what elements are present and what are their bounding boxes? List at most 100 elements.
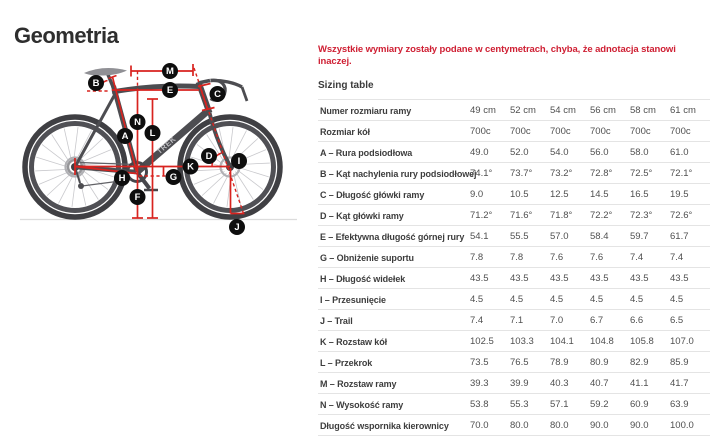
- cell-value: 6.6: [630, 315, 644, 326]
- cell-value: 58.4: [590, 231, 609, 242]
- cell-value: 102.5: [470, 336, 494, 347]
- sizing-table-title: Sizing table: [318, 80, 374, 91]
- cell-value: 72.2°: [590, 210, 613, 221]
- cell-value: 43.5: [470, 273, 489, 284]
- cell-value: 39.3: [470, 378, 489, 389]
- table-row: K – Rozstaw kół 102.5 103.3 104.1 104.8 105.8…: [318, 330, 710, 352]
- cell-value: 49 cm: [470, 105, 496, 116]
- cell-value: 76.5: [510, 357, 529, 368]
- svg-text:E: E: [167, 85, 173, 96]
- cell-value: 43.5: [510, 273, 529, 284]
- cell-value: 58 cm: [630, 105, 656, 116]
- cell-value: 700c: [550, 126, 571, 137]
- cell-value: 7.1: [510, 315, 524, 326]
- cell-value: 73.2°: [550, 168, 573, 179]
- diagram-label-K: K: [182, 158, 199, 175]
- row-label: D – Kąt główki ramy: [320, 210, 404, 221]
- row-label: B – Kąt nachylenia rury podsiodłowej: [320, 168, 477, 179]
- cell-value: 73.5: [470, 357, 489, 368]
- cell-value: 43.5: [630, 273, 649, 284]
- cell-value: 700c: [630, 126, 651, 137]
- cell-value: 60.9: [630, 399, 649, 410]
- cell-value: 4.5: [670, 294, 684, 305]
- measure-A-line: [111, 76, 138, 172]
- cell-value: 39.9: [510, 378, 529, 389]
- units-note: Wszystkie wymiary zostały podane w centy…: [318, 44, 676, 67]
- cell-value: 700c: [470, 126, 491, 137]
- svg-text:D: D: [206, 151, 213, 162]
- cell-value: 6.7: [590, 315, 604, 326]
- chain-top: [79, 161, 137, 166]
- cell-value: 19.5: [670, 189, 689, 200]
- cell-value: 7.6: [550, 252, 564, 263]
- row-label: J – Trail: [320, 315, 353, 326]
- top-tube: [111, 83, 200, 95]
- cell-value: 52 cm: [510, 105, 536, 116]
- cell-value: 4.5: [510, 294, 524, 305]
- geometry-diagram: TREK: [0, 52, 300, 242]
- diagram-label-L: L: [144, 125, 161, 141]
- cell-value: 72.8°: [590, 168, 613, 179]
- diagram-label-E: E: [162, 82, 178, 98]
- cell-value: 63.9: [670, 399, 689, 410]
- cell-value: 74.1°: [470, 168, 493, 179]
- cell-value: 43.5: [550, 273, 569, 284]
- row-label: M – Rozstaw ramy: [320, 378, 397, 389]
- cell-value: 59.7: [630, 231, 649, 242]
- cell-value: 41.7: [670, 378, 689, 389]
- handlebar-hood: [210, 78, 243, 89]
- row-label: K – Rozstaw kół: [320, 336, 388, 347]
- cell-value: 61 cm: [670, 105, 696, 116]
- row-label: E – Efektywna długość górnej rury: [320, 231, 465, 242]
- cell-value: 105.8: [630, 336, 654, 347]
- cell-value: 104.1: [550, 336, 574, 347]
- saddle: [84, 68, 127, 76]
- table-row: I – Przesunięcie 4.5 4.5 4.5 4.5 4.5 4.5: [318, 288, 710, 310]
- cell-value: 103.3: [510, 336, 534, 347]
- diagram-letter-labels: B ME C NA L D I K H G F J: [88, 63, 247, 235]
- cell-value: 57.1: [550, 399, 569, 410]
- cell-value: 53.8: [470, 399, 489, 410]
- cell-value: 80.9: [590, 357, 609, 368]
- cell-value: 72.5°: [630, 168, 653, 179]
- cell-value: 52.0: [510, 147, 529, 158]
- seatstay: [73, 94, 116, 168]
- cell-value: 7.0: [550, 315, 564, 326]
- svg-text:N: N: [134, 117, 141, 128]
- table-row: L – Przekrok 73.5 76.5 78.9 80.9 82.9 85.9: [318, 351, 710, 373]
- diagram-label-F: F: [129, 189, 146, 205]
- cell-value: 73.7°: [510, 168, 533, 179]
- stem: [197, 78, 211, 85]
- cell-value: 59.2: [590, 399, 609, 410]
- cell-value: 700c: [590, 126, 611, 137]
- cell-value: 43.5: [590, 273, 609, 284]
- diagram-label-M: M: [162, 63, 178, 79]
- down-tube: [134, 109, 209, 175]
- table-row: N – Wysokość ramy 53.8 55.3 57.1 59.2 60.9 63.…: [318, 393, 710, 415]
- svg-text:A: A: [122, 131, 129, 142]
- cell-value: 61.7: [670, 231, 689, 242]
- cell-value: 57.0: [550, 231, 569, 242]
- cell-value: 71.6°: [510, 210, 533, 221]
- cell-value: 4.5: [550, 294, 564, 305]
- cell-value: 100.0: [670, 420, 694, 431]
- cell-value: 85.9: [670, 357, 689, 368]
- row-label: A – Rura podsiodłowa: [320, 147, 413, 158]
- sizing-table: Numer rozmiaru ramy 49 cm 52 cm 54 cm 56 cm 5…: [318, 99, 710, 436]
- svg-text:I: I: [238, 156, 241, 167]
- derailleur-pulley: [78, 183, 84, 189]
- rear-wheel: [22, 114, 128, 220]
- svg-text:K: K: [187, 162, 194, 173]
- table-row: Długość wspornika kierownicy 70.0 80.0 80.0…: [318, 414, 710, 436]
- svg-text:H: H: [119, 173, 126, 184]
- crank-arm: [135, 170, 152, 190]
- cell-value: 78.9: [550, 357, 569, 368]
- cell-value: 700c: [510, 126, 531, 137]
- sizing-panel: Wszystkie wymiary zostały podane w centy…: [318, 44, 710, 436]
- cell-value: 4.5: [590, 294, 604, 305]
- row-label: C – Długość główki ramy: [320, 189, 425, 200]
- cell-value: 41.1: [630, 378, 649, 389]
- row-label: Długość wspornika kierownicy: [320, 420, 449, 431]
- cell-value: 72.3°: [630, 210, 653, 221]
